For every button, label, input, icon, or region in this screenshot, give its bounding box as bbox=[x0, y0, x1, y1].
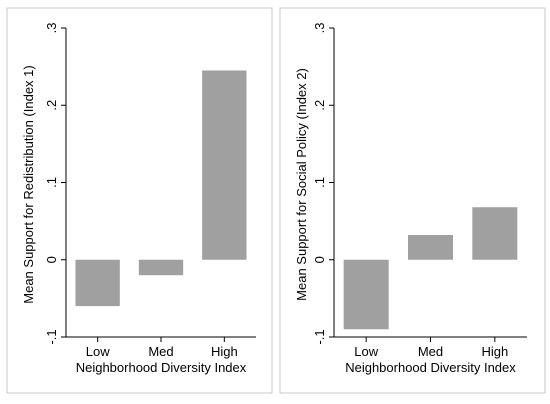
y-tick-label: .2 bbox=[44, 100, 59, 111]
x-axis-label: Neighborhood Diversity Index bbox=[345, 360, 516, 375]
x-tick-label: Med bbox=[418, 344, 443, 359]
x-tick-label: Med bbox=[148, 344, 173, 359]
panel-frame bbox=[6, 7, 273, 394]
y-tick-label: -.1 bbox=[44, 329, 59, 344]
bar-low bbox=[343, 259, 389, 330]
x-tick-label: High bbox=[481, 344, 508, 359]
y-tick-label: .3 bbox=[44, 23, 59, 34]
bar-med bbox=[407, 235, 454, 260]
y-axis-label: Mean Support for Social Policy (Index 2) bbox=[294, 68, 309, 301]
y-axis-label: Mean Support for Redistribution (Index 1… bbox=[21, 65, 36, 303]
bar-low bbox=[75, 259, 120, 307]
bar-med bbox=[138, 259, 184, 276]
y-tick-label: 0 bbox=[312, 256, 327, 263]
x-axis-label: Neighborhood Diversity Index bbox=[76, 360, 247, 375]
y-tick-label: 0 bbox=[44, 256, 59, 263]
x-tick-label: Low bbox=[354, 344, 378, 359]
panel-frame bbox=[279, 7, 546, 394]
y-tick-label: .1 bbox=[312, 177, 327, 188]
chart-panel-redistribution: -.1 0 .1 .2 .3 Mean Support for Redistributio… bbox=[6, 7, 273, 394]
y-tick-label: -.1 bbox=[312, 329, 327, 344]
x-tick-label: High bbox=[211, 344, 238, 359]
bar-high bbox=[472, 207, 518, 260]
y-tick-label: .1 bbox=[44, 177, 59, 188]
bar-high bbox=[202, 70, 247, 260]
y-tick-label: .2 bbox=[312, 100, 327, 111]
y-tick-label: .3 bbox=[312, 23, 327, 34]
chart-panel-social-policy: -.1 0 .1 .2 .3 Mean Support for Social Policy… bbox=[279, 7, 546, 394]
x-tick-label: Low bbox=[86, 344, 110, 359]
